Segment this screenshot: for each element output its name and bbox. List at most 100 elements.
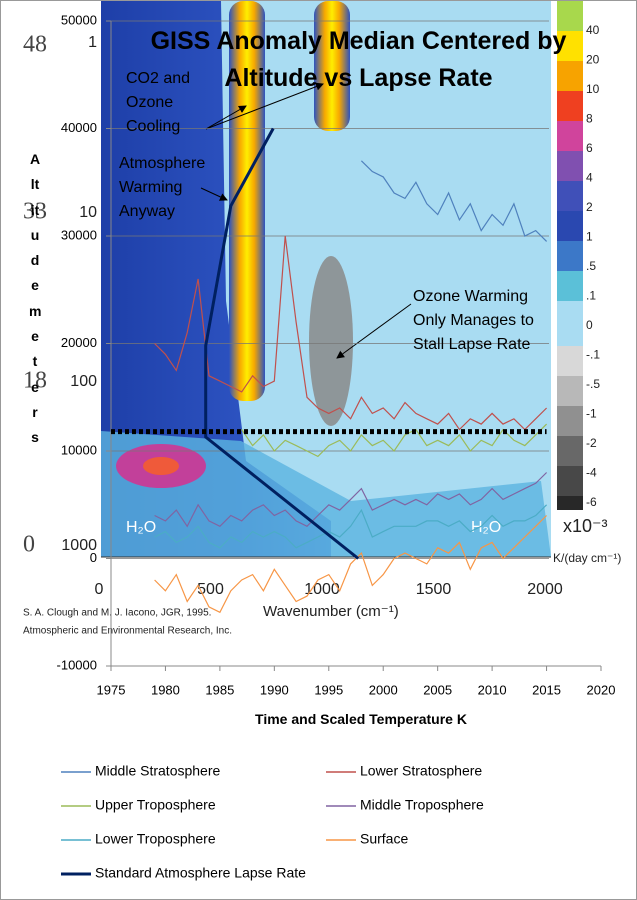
series-line <box>154 515 548 614</box>
y-tick-label: 10000 <box>61 442 97 457</box>
band-label: H₂O <box>126 519 156 536</box>
arrow <box>205 82 324 130</box>
legend-label: Standard Atmosphere Lapse Rate <box>95 865 306 881</box>
colorbar-unit: K/(day cm⁻¹) <box>553 551 621 565</box>
y-tick-label: 50000 <box>61 12 97 27</box>
arrow <box>336 303 412 359</box>
legend-label: Surface <box>360 831 408 847</box>
wavenumber-tick: 500 <box>197 581 224 598</box>
series-line <box>360 160 548 242</box>
colorbar-cell <box>557 91 583 121</box>
colorbar-cell <box>557 301 583 346</box>
colorbar-label: 6 <box>586 141 593 155</box>
x-tick-label: 2010 <box>478 682 507 697</box>
spectrum-region <box>101 1 331 557</box>
legend-label: Middle Troposphere <box>360 797 484 813</box>
colorbar-scale: x10⁻³ <box>563 516 608 536</box>
altitude-tick: 33 <box>23 199 47 225</box>
colorbar-label: 20 <box>586 53 600 67</box>
wavenumber-tick: 0 <box>95 581 104 598</box>
x-tick-label: 1985 <box>205 682 234 697</box>
arrow <box>205 105 247 130</box>
y-axis-title: Altitude meters <box>29 151 42 446</box>
x-tick-label: 1975 <box>97 682 126 697</box>
pressure-tick: 1 <box>88 34 97 51</box>
colorbar-cell <box>557 181 583 211</box>
pressure-tick: 100 <box>70 373 97 390</box>
colorbar-cell <box>557 376 583 406</box>
chart-title: GISS Anomaly Median Centered by Altitude… <box>150 27 567 92</box>
altitude-tick: 0 <box>23 532 35 558</box>
x-tick-label: 1980 <box>151 682 180 697</box>
colorbar-cell <box>557 151 583 181</box>
spectrum-band <box>314 1 350 131</box>
colorbar-cell <box>557 466 583 496</box>
spectrum-region <box>101 431 551 557</box>
spectrum-band <box>229 1 265 401</box>
x-tick-label: 1995 <box>314 682 343 697</box>
pressure-tick: 10 <box>79 204 97 221</box>
x-axis-title: Time and Scaled Temperature K <box>255 711 467 727</box>
colorbar-label: -.5 <box>586 377 600 391</box>
spectrum-region <box>143 457 179 475</box>
x-tick-label: 2000 <box>369 682 398 697</box>
altitude-tick: 48 <box>23 32 47 58</box>
series-line <box>154 504 548 549</box>
credit: S. A. Clough and M. J. Iacono, JGR, 1995… <box>23 608 211 619</box>
credit: Atmospheric and Environmental Research, … <box>23 626 232 637</box>
series-line <box>154 472 548 528</box>
colorbar-label: 4 <box>586 171 593 185</box>
colorbar-label: -.1 <box>586 348 600 362</box>
colorbar-cell <box>557 241 583 271</box>
colorbar-cell <box>557 406 583 436</box>
annotation: CO2 and Ozone Cooling <box>126 70 191 135</box>
x-tick-label: 1990 <box>260 682 289 697</box>
colorbar-label: 2 <box>586 200 593 214</box>
colorbar-cell <box>557 346 583 376</box>
colorbar-label: .5 <box>586 259 596 273</box>
colorbar-label: 40 <box>586 23 600 37</box>
x-tick-label: 2005 <box>423 682 452 697</box>
annotation: Ozone Warming Only Manages to Stall Laps… <box>413 288 534 353</box>
colorbar-label: 0 <box>586 318 593 332</box>
pressure-tick: 1000 <box>61 537 97 554</box>
arrow <box>200 187 228 201</box>
spectrum-region <box>309 256 353 426</box>
colorbar-label: -4 <box>586 466 597 480</box>
series-line <box>241 423 548 458</box>
x-tick-label: 2020 <box>587 682 616 697</box>
y-tick-label: 20000 <box>61 335 97 350</box>
legend-label: Middle Stratosphere <box>95 763 221 779</box>
y-tick-label: -10000 <box>57 657 97 672</box>
altitude-tick: 18 <box>23 368 47 394</box>
colorbar-cell <box>557 211 583 241</box>
colorbar-cell <box>557 271 583 301</box>
colorbar-label: -6 <box>586 495 597 509</box>
background-spectrum <box>101 1 583 558</box>
colorbar-label: -1 <box>586 407 597 421</box>
legend-label: Lower Stratosphere <box>360 763 482 779</box>
wavenumber-tick: 1000 <box>304 581 340 598</box>
y-tick-label: 0 <box>90 550 97 565</box>
colorbar-label: -2 <box>586 436 597 450</box>
wavenumber-label: Wavenumber (cm⁻¹) <box>263 603 399 620</box>
colorbar-cell <box>557 61 583 91</box>
wavenumber-tick: 1500 <box>416 581 452 598</box>
colorbar-cell <box>557 121 583 151</box>
y-tick-label: 30000 <box>61 227 97 242</box>
wavenumber-tick: 2000 <box>527 581 563 598</box>
colorbar-label: 10 <box>586 82 600 96</box>
series-line <box>204 127 360 560</box>
annotation: Atmosphere Warming Anyway <box>119 155 206 220</box>
y-tick-label: 40000 <box>61 120 97 135</box>
legend-label: Upper Troposphere <box>95 797 216 813</box>
colorbar-label: 1 <box>586 230 593 244</box>
colorbar-cell <box>557 436 583 466</box>
colorbar-cell <box>557 31 583 61</box>
series-line <box>154 235 548 431</box>
x-tick-label: 2015 <box>532 682 561 697</box>
legend-label: Lower Troposphere <box>95 831 216 847</box>
colorbar-label: 8 <box>586 112 593 126</box>
